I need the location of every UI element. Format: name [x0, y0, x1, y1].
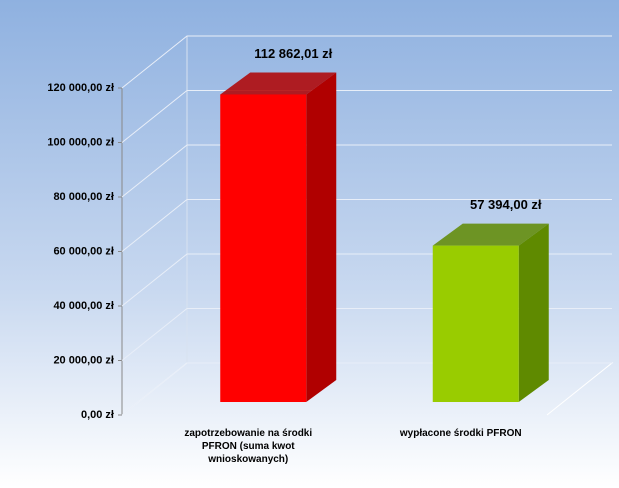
y-tick-label: 80 000,00 zł [53, 191, 114, 203]
bar [432, 245, 519, 402]
grid-line [121, 90, 612, 143]
y-tick-label: 100 000,00 zł [47, 136, 114, 148]
x-tick-label: zapotrzebowanie na środki PFRON (suma kw… [184, 428, 313, 465]
grid-line [121, 144, 612, 198]
y-tick-label: 0,00 zł [81, 409, 114, 421]
bar [220, 94, 307, 402]
grid-line [121, 35, 612, 89]
bar-top [432, 223, 549, 246]
grid-line [121, 199, 612, 252]
bar-top [220, 72, 337, 95]
y-tick-label: 20 000,00 zł [53, 354, 114, 366]
value-label: 57 394,00 zł [470, 197, 542, 212]
y-tick-label: 40 000,00 zł [53, 300, 114, 312]
value-label: 112 862,01 zł [254, 46, 332, 61]
y-tick-label: 60 000,00 zł [53, 245, 114, 257]
x-tick-label: wypłacone środki PFRON [399, 428, 522, 439]
y-tick-label: 120 000,00 zł [47, 82, 114, 94]
bar-side [518, 223, 549, 402]
bar-side [306, 72, 337, 402]
